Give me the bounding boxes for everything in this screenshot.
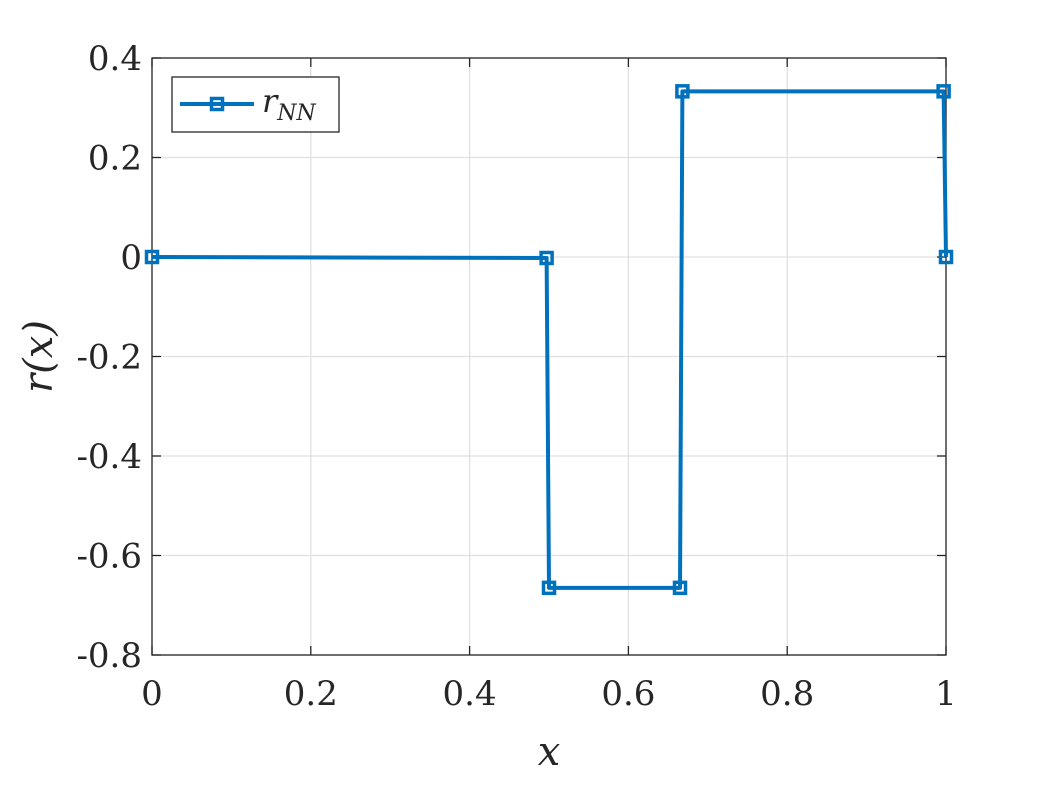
y-tick-label: 0.2 — [88, 139, 142, 179]
data-point-marker — [675, 84, 690, 99]
y-tick-label: -0.4 — [76, 437, 142, 477]
legend-marker-square — [209, 96, 225, 112]
x-tick-label: 1 — [935, 674, 957, 714]
data-point-marker — [539, 250, 554, 266]
x-tick-label: 0.4 — [443, 674, 497, 714]
data-point-marker — [936, 84, 951, 99]
series-line — [151, 89, 948, 590]
data-point-marker — [672, 580, 688, 596]
x-tick-label: 0.8 — [760, 674, 814, 714]
legend: rNN — [171, 76, 340, 133]
y-tick-label: 0 — [120, 238, 142, 278]
data-point-marker — [541, 580, 557, 596]
series — [144, 84, 954, 596]
x-tick-label: 0.2 — [284, 674, 338, 714]
legend-label-base: r — [262, 82, 279, 120]
legend-label: rNN — [262, 82, 317, 126]
x-tick-label: 0 — [141, 674, 163, 714]
x-tick-label: 0.6 — [601, 674, 655, 714]
legend-label-subscript: NN — [276, 101, 316, 126]
ticks: 0 0.2 0.4 0.6 0.8 1 -0.8 -0.6 -0.4 -0.2 0 0.2 0.4 — [76, 39, 956, 714]
y-tick-label: -0.6 — [76, 537, 142, 577]
data-point-marker — [938, 249, 954, 265]
y-tick-label: -0.8 — [76, 636, 142, 676]
data-point-marker — [144, 249, 160, 265]
y-tick-label: 0.4 — [88, 39, 142, 79]
y-tick-label: -0.2 — [76, 338, 142, 378]
y-axis-title: r(x) — [16, 320, 62, 393]
x-axis-title: x — [538, 729, 561, 775]
